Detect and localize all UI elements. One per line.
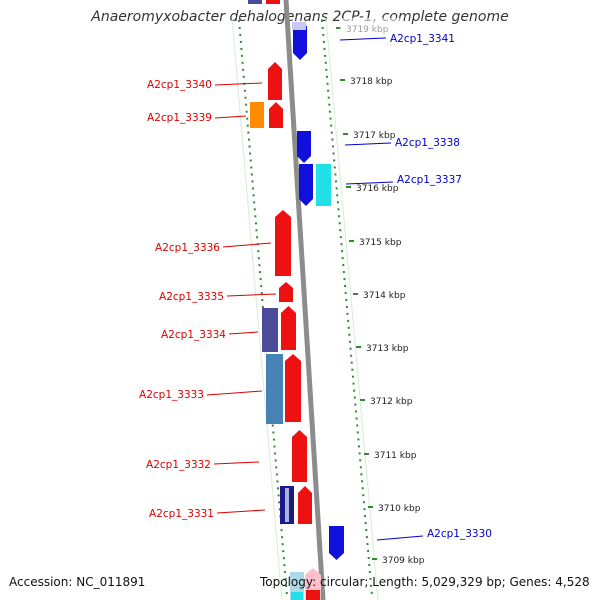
ring-inner-edge bbox=[231, 17, 283, 600]
gene-leader-line bbox=[345, 181, 394, 185]
gene-label: A2cp1_3333 bbox=[139, 389, 204, 401]
scale-tick-label: 3709 kbp bbox=[382, 556, 425, 566]
gene-label: A2cp1_3331 bbox=[149, 508, 214, 520]
gene-leader-line bbox=[226, 293, 277, 297]
gene-arrow-A2cp1_3336 bbox=[275, 210, 291, 276]
scale-tick-label: 3716 kbp bbox=[356, 184, 399, 194]
slate-feature-block bbox=[262, 308, 278, 352]
scale-tick-label: 3711 kbp bbox=[374, 451, 417, 461]
ring-outer-edge bbox=[325, 17, 379, 600]
top-partial-block-1 bbox=[248, 0, 262, 4]
gene-arrow-A2cp1_3334 bbox=[281, 306, 296, 350]
scale-tick-label: 3714 kbp bbox=[363, 291, 406, 301]
top-partial-block-3 bbox=[292, 22, 306, 30]
map-title: Anaeromyxobacter dehalogenans 2CP-1, com… bbox=[91, 9, 509, 25]
gene-arrow-A2cp1_3330 bbox=[329, 526, 344, 560]
gene-arrow-A2cp1_3339 bbox=[269, 102, 283, 128]
genome-summary-text: Topology: circular; Length: 5,029,329 bp… bbox=[260, 575, 590, 589]
gene-leader-line bbox=[339, 37, 387, 41]
gene-leader-line bbox=[228, 331, 259, 335]
top-partial-block-2 bbox=[266, 0, 280, 4]
scale-tick-label: 3712 kbp bbox=[370, 397, 413, 407]
orange-feature-block bbox=[250, 102, 264, 128]
gene-label: A2cp1_3334 bbox=[161, 329, 226, 341]
gene-leader-line bbox=[216, 509, 266, 514]
gene-arrow-A2cp1_3341 bbox=[293, 26, 307, 60]
scale-tick-label: 3717 kbp bbox=[353, 131, 396, 141]
accession-text: Accession: NC_011891 bbox=[9, 575, 146, 589]
steelblue-feature-block bbox=[266, 354, 283, 424]
gene-label: A2cp1_3338 bbox=[395, 137, 460, 149]
gene-arrow-A2cp1_3338 bbox=[297, 131, 311, 163]
gene-arrow-A2cp1_3332 bbox=[292, 430, 307, 482]
gene-leader-line bbox=[213, 461, 260, 465]
gene-label: A2cp1_3341 bbox=[390, 33, 455, 45]
gene-leader-line bbox=[344, 142, 392, 146]
gene-label: A2cp1_3330 bbox=[427, 528, 492, 540]
gene-label: A2cp1_3335 bbox=[159, 291, 224, 303]
gene-leader-line bbox=[214, 115, 247, 119]
gene-label: A2cp1_3336 bbox=[155, 242, 220, 254]
gene-label: A2cp1_3339 bbox=[147, 112, 212, 124]
scale-tick-label: 3715 kbp bbox=[359, 238, 402, 248]
gene-leader-line bbox=[206, 390, 263, 396]
scale-tick-label: 3718 kbp bbox=[350, 77, 393, 87]
scale-tick-label: 3710 kbp bbox=[378, 504, 421, 514]
top-fade-overlay bbox=[340, 18, 400, 34]
bottom-red-block bbox=[306, 590, 320, 600]
gene-label: A2cp1_3337 bbox=[397, 174, 462, 186]
gene-arrow-A2cp1_3331 bbox=[298, 486, 312, 524]
gene-arrow-A2cp1_3337 bbox=[299, 164, 313, 206]
ring-dotted-line-outer bbox=[321, 19, 373, 597]
gene-arrow-A2cp1_3333 bbox=[285, 354, 301, 422]
gene-arrow-A2cp1_3335 bbox=[279, 282, 293, 302]
gene-leader-line bbox=[214, 82, 263, 86]
bottom-cyan-block bbox=[291, 592, 303, 600]
cyan-feature-block bbox=[316, 164, 331, 206]
gene-label: A2cp1_3332 bbox=[146, 459, 211, 471]
gene-arrow-A2cp1_3340 bbox=[268, 62, 282, 100]
backbone-line bbox=[283, 0, 326, 600]
navy-stripe-highlight bbox=[285, 488, 289, 522]
gene-label: A2cp1_3340 bbox=[147, 79, 212, 91]
gene-leader-line bbox=[222, 242, 272, 248]
scale-tick-label: 3713 kbp bbox=[366, 344, 409, 354]
gene-leader-line bbox=[376, 535, 424, 541]
